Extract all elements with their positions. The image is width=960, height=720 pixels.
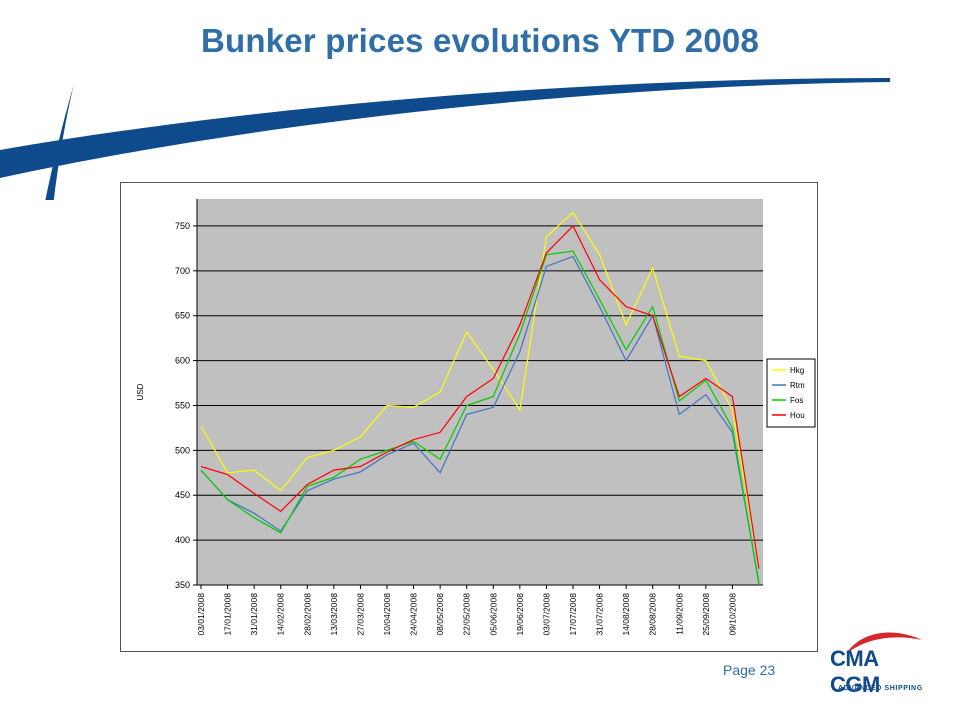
x-tick-label: 14/02/2008 bbox=[276, 593, 286, 636]
x-tick-label: 28/08/2008 bbox=[648, 593, 658, 636]
plot-area bbox=[197, 199, 763, 585]
x-tick-label: 17/01/2008 bbox=[223, 593, 233, 636]
x-tick-label: 03/07/2008 bbox=[541, 593, 551, 636]
y-tick-label: 750 bbox=[175, 221, 190, 231]
y-tick-label: 650 bbox=[175, 311, 190, 321]
series-line-rtm bbox=[200, 255, 760, 584]
y-tick-label: 700 bbox=[175, 266, 190, 276]
legend-label: Hou bbox=[790, 411, 805, 420]
x-tick-label: 25/09/2008 bbox=[701, 593, 711, 636]
slide-title: Bunker prices evolutions YTD 2008 bbox=[200, 22, 760, 59]
x-tick-label: 08/05/2008 bbox=[435, 593, 445, 636]
x-tick-label: 14/08/2008 bbox=[621, 593, 631, 636]
x-tick-label: 13/03/2008 bbox=[329, 593, 339, 636]
series-lines bbox=[200, 211, 760, 586]
y-tick-label: 500 bbox=[175, 445, 190, 455]
x-tick-label: 11/09/2008 bbox=[674, 593, 684, 635]
logo-arc-icon bbox=[846, 632, 922, 654]
chart-frame: 350 400 450 500 550 600 650 700 750 03/01/2008 17… bbox=[120, 182, 818, 652]
legend-label: Fos bbox=[790, 396, 803, 405]
x-axis-ticks: 03/01/2008 17/01/2008 31/01/2008 14/02/2008… bbox=[196, 584, 763, 636]
y-tick-label: 550 bbox=[175, 400, 190, 410]
x-tick-label: 17/07/2008 bbox=[568, 593, 578, 636]
x-tick-label: 19/06/2008 bbox=[515, 593, 525, 636]
logo-tagline: ADVANCED SHIPPING bbox=[838, 685, 923, 692]
x-tick-label: 05/06/2008 bbox=[488, 593, 498, 636]
x-tick-label: 31/07/2008 bbox=[595, 593, 605, 636]
y-tick-label: 600 bbox=[175, 356, 190, 366]
swoosh-hook bbox=[45, 84, 74, 200]
x-tick-label: 22/05/2008 bbox=[462, 593, 472, 636]
y-axis-label: USD bbox=[136, 383, 145, 400]
x-tick-label: 10/04/2008 bbox=[382, 593, 392, 636]
y-tick-label: 450 bbox=[175, 490, 190, 500]
x-tick-label: 09/10/2008 bbox=[727, 593, 737, 636]
y-axis-ticks: 350 400 450 500 550 600 650 700 750 bbox=[175, 199, 198, 590]
page-number: Page 23 bbox=[723, 662, 776, 678]
swoosh-band bbox=[0, 78, 890, 178]
x-tick-label: 24/04/2008 bbox=[409, 593, 419, 636]
company-logo: CMA CGM ADVANCED SHIPPING bbox=[830, 628, 930, 700]
x-tick-label: 28/02/2008 bbox=[302, 593, 312, 636]
line-chart: 350 400 450 500 550 600 650 700 750 03/01/2008 17… bbox=[136, 199, 816, 636]
y-tick-label: 400 bbox=[175, 535, 190, 545]
series-line-fos bbox=[200, 250, 760, 586]
legend-label: Hkg bbox=[790, 366, 804, 375]
header-swoosh-decoration bbox=[0, 78, 890, 200]
legend-label: Rtm bbox=[790, 381, 805, 390]
legend: Hkg Rtm Fos Hou bbox=[766, 358, 816, 428]
x-tick-label: 27/03/2008 bbox=[355, 593, 365, 636]
series-line-hkg bbox=[200, 211, 760, 568]
series-line-hou bbox=[200, 224, 760, 569]
x-tick-label: 31/01/2008 bbox=[249, 593, 259, 636]
logo-brand-text: CMA CGM bbox=[830, 646, 880, 697]
x-tick-label: 03/01/2008 bbox=[196, 593, 206, 636]
y-tick-label: 350 bbox=[175, 580, 190, 590]
